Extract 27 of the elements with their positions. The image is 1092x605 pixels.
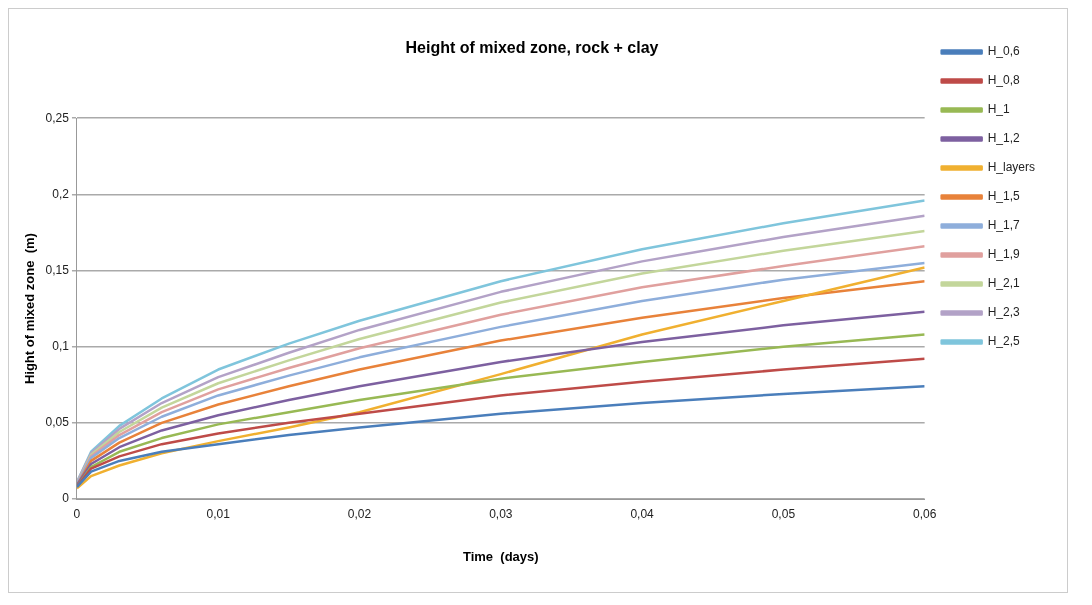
y-axis-title: Hight of mixed zone (m) (22, 233, 38, 385)
chart-title: Height of mixed zone, rock + clay (405, 39, 659, 57)
legend-label: H_1,7 (987, 218, 1020, 233)
y-tick-label: 0,2 (52, 186, 70, 201)
legend-label: H_1,5 (987, 189, 1020, 204)
x-tick-label: 0,04 (630, 506, 655, 521)
x-tick-label: 0,06 (912, 506, 937, 521)
legend-label: H_2,3 (987, 305, 1020, 320)
legend-label: H_1,2 (987, 131, 1020, 146)
legend-label: H_2,1 (987, 276, 1020, 291)
legend-label: H_1 (987, 102, 1010, 117)
legend-label: H_1,9 (987, 247, 1020, 262)
y-tick-label: 0,1 (52, 338, 70, 353)
x-tick-label: 0,02 (347, 506, 372, 521)
x-tick-label: 0,01 (206, 506, 231, 521)
legend-label: H_layers (987, 160, 1036, 175)
x-tick-label: 0,05 (771, 506, 796, 521)
y-tick-label: 0,15 (45, 262, 70, 277)
legend-label: H_0,6 (987, 44, 1020, 59)
x-tick-label: 0 (73, 506, 81, 521)
y-tick-label: 0,05 (45, 415, 70, 430)
x-axis-title: Time (days) (462, 548, 539, 564)
y-tick-label: 0 (62, 491, 70, 506)
y-tick-label: 0,25 (45, 110, 70, 125)
legend-label: H_0,8 (987, 73, 1020, 88)
x-tick-label: 0,03 (489, 506, 513, 521)
legend-label: H_2,5 (987, 334, 1020, 349)
